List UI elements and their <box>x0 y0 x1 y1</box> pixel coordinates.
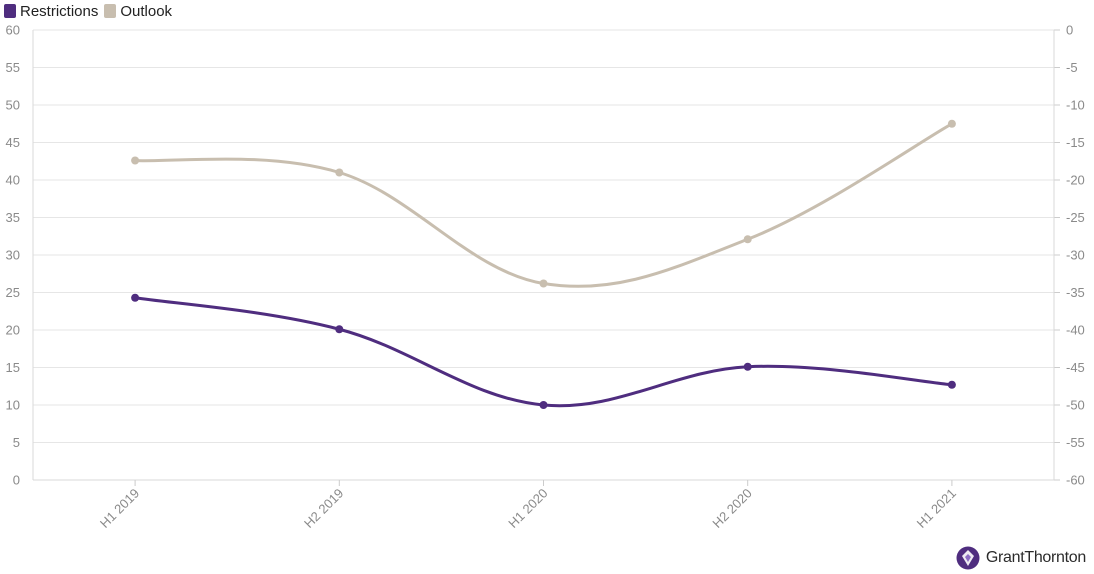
y-right-tick-label: -25 <box>1066 210 1085 225</box>
data-point-outlook[interactable] <box>335 168 344 177</box>
y-right-tick-label: -10 <box>1066 98 1085 113</box>
x-tick-label: H2 2019 <box>301 486 346 531</box>
y-left-tick-label: 55 <box>6 60 20 75</box>
brand-name: GrantThornton <box>985 549 1086 566</box>
legend-label-outlook: Outlook <box>120 2 173 20</box>
x-tick-label: H1 2020 <box>505 486 550 531</box>
series-points <box>131 119 956 409</box>
y-right-tick-label: -5 <box>1066 60 1078 75</box>
data-point-outlook[interactable] <box>539 279 548 288</box>
data-point-restrictions[interactable] <box>335 325 344 334</box>
legend-swatch-restrictions <box>4 4 16 18</box>
data-point-outlook[interactable] <box>743 235 752 244</box>
y-right-tick-label: -15 <box>1066 135 1085 150</box>
legend-swatch-outlook <box>104 4 117 18</box>
x-tick-label: H1 2021 <box>914 486 959 531</box>
y-right-tick-label: -45 <box>1066 360 1085 375</box>
y-right-tick-label: -50 <box>1066 398 1085 413</box>
y-left-tick-label: 50 <box>6 98 20 113</box>
y-left-tick-label: 15 <box>6 360 20 375</box>
y-right-tick-label: -40 <box>1066 323 1085 338</box>
data-point-restrictions[interactable] <box>539 401 548 409</box>
x-tick-label: H1 2019 <box>97 486 142 531</box>
data-point-restrictions[interactable] <box>947 380 956 389</box>
y-left-tick-label: 25 <box>6 285 20 300</box>
brand-logo: GrantThornton <box>956 546 1086 570</box>
legend-item-outlook[interactable]: Outlook <box>104 3 172 20</box>
y-left-tick-label: 60 <box>6 23 20 38</box>
grid-lines <box>33 29 1054 481</box>
y-right-tick-label: -60 <box>1066 473 1085 488</box>
y-right-tick-label: -35 <box>1066 285 1085 300</box>
y-left-tick-label: 0 <box>13 473 20 488</box>
data-point-restrictions[interactable] <box>131 293 140 302</box>
y-right-tick-label: -55 <box>1066 435 1085 450</box>
x-tick-label: H2 2020 <box>709 486 754 531</box>
series-line-restrictions <box>133 296 954 408</box>
data-point-restrictions[interactable] <box>743 362 752 371</box>
y-right-tick-label: 0 <box>1066 23 1073 38</box>
series-lines <box>133 122 954 408</box>
y-right-tick-label: -20 <box>1066 173 1085 188</box>
legend-item-restrictions[interactable]: Restrictions <box>4 3 98 20</box>
data-point-outlook[interactable] <box>947 119 956 128</box>
axes: 051015202530354045505560-60-55-50-45-40-… <box>6 23 1085 531</box>
legend-label-restrictions: Restrictions <box>20 2 99 20</box>
chart-legend: Restrictions Outlook <box>4 1 172 21</box>
y-left-tick-label: 40 <box>6 173 20 188</box>
y-left-tick-label: 45 <box>6 135 20 150</box>
y-left-tick-label: 35 <box>6 210 20 225</box>
y-left-tick-label: 20 <box>6 323 20 338</box>
y-left-tick-label: 5 <box>13 435 20 450</box>
data-point-outlook[interactable] <box>131 156 140 165</box>
y-left-tick-label: 30 <box>6 248 20 263</box>
y-left-tick-label: 10 <box>6 398 20 413</box>
y-right-tick-label: -30 <box>1066 248 1085 263</box>
grant-thornton-logo-icon <box>956 546 980 570</box>
series-line-outlook <box>133 122 954 288</box>
